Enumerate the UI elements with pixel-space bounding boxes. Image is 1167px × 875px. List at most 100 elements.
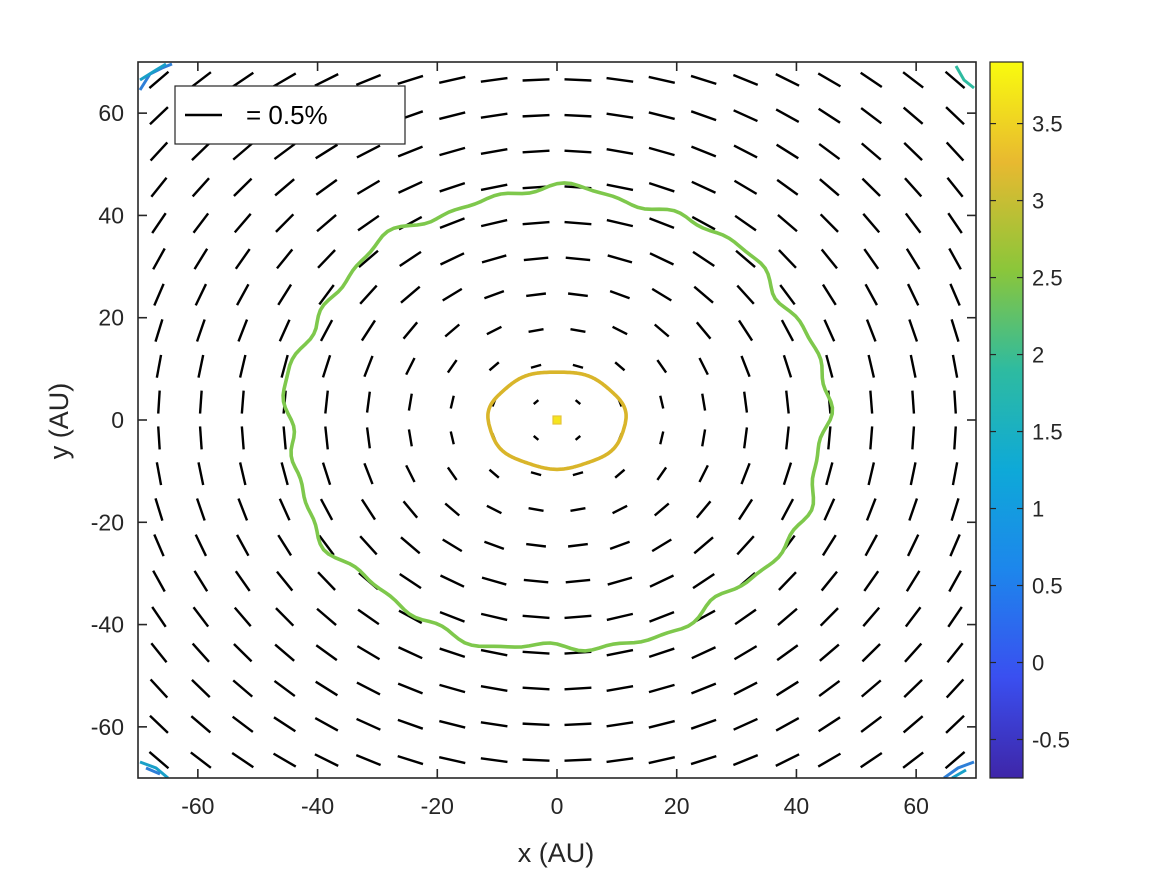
polarization-vector <box>282 426 287 450</box>
polarization-vector <box>439 252 465 266</box>
polarization-vector <box>606 112 634 119</box>
polarization-vector <box>314 753 339 767</box>
contour-level-3 <box>486 370 628 472</box>
corner-contour <box>954 65 975 90</box>
polarization-vector <box>154 319 164 342</box>
polarization-vector <box>698 464 709 483</box>
polarization-vector <box>324 426 329 450</box>
polarization-vector <box>906 534 920 557</box>
polarization-vector <box>157 390 161 414</box>
polarization-vector <box>653 502 670 517</box>
polarization-vector <box>446 359 458 374</box>
polarization-vector <box>648 182 675 193</box>
polarization-vector <box>648 719 675 729</box>
polarization-vector <box>321 354 332 378</box>
polarization-vector <box>690 110 717 122</box>
polarization-vector <box>944 751 966 770</box>
polarization-vector <box>486 504 502 515</box>
polarization-vector <box>690 74 717 86</box>
polarization-vector <box>154 498 164 521</box>
polarization-vector <box>198 390 203 414</box>
polarization-vector <box>659 431 665 445</box>
polarization-vector <box>193 248 209 270</box>
polarization-vector <box>572 471 584 477</box>
polarization-vector <box>738 498 754 521</box>
polarization-vector <box>237 319 249 342</box>
polarization-vector <box>864 283 878 306</box>
x-tick-label: 60 <box>903 793 929 819</box>
polarization-vector <box>273 679 296 698</box>
polarization-vector <box>356 681 381 696</box>
polarization-vector <box>909 462 917 486</box>
polarization-vector <box>532 399 540 405</box>
polarization-vector <box>526 542 547 548</box>
polarization-vector <box>777 214 798 233</box>
polarization-vector <box>522 650 550 655</box>
polarization-vector <box>949 283 961 306</box>
polarization-vector <box>775 716 800 732</box>
polarization-vector <box>195 498 206 521</box>
polarization-vector <box>909 354 917 378</box>
x-tick-label: 0 <box>551 793 564 819</box>
polarization-vector <box>606 685 634 692</box>
polarization-vector <box>609 290 630 300</box>
polarization-vector <box>481 254 507 264</box>
polarization-vector <box>733 645 758 661</box>
polarization-vector <box>231 751 254 769</box>
x-tick-label: 20 <box>664 793 690 819</box>
polarization-vector <box>359 535 378 556</box>
polarization-vector <box>864 534 878 557</box>
polarization-vector <box>397 145 423 158</box>
polarization-vector <box>149 678 169 699</box>
polarization-vector <box>656 359 668 374</box>
x-axis-label: x (AU) <box>518 838 595 868</box>
polarization-vector <box>775 143 799 160</box>
polarization-vector <box>151 212 167 234</box>
polarization-vector <box>780 319 795 342</box>
polarization-vector <box>869 390 874 414</box>
polarization-vector <box>944 70 966 89</box>
polarization-vector <box>314 73 339 87</box>
polarization-vector <box>862 606 881 627</box>
polarization-vector <box>820 248 838 270</box>
contour-lines <box>281 181 835 653</box>
polarization-vector <box>819 607 839 627</box>
polarization-vector <box>948 247 962 270</box>
colorbar-tick-label: 2 <box>1032 343 1044 368</box>
polarization-vector <box>564 758 592 762</box>
polarization-vector <box>191 679 211 698</box>
polarization-vector <box>863 248 880 270</box>
polarization-vector <box>276 570 294 592</box>
polarization-vector <box>399 250 422 267</box>
polarization-vector <box>905 570 921 592</box>
polarization-vector <box>522 78 550 82</box>
polarization-vector <box>359 284 378 305</box>
polarization-vector <box>190 751 212 769</box>
polarization-vector <box>315 143 339 160</box>
corner-contour <box>943 760 975 778</box>
polarization-vector <box>236 283 250 306</box>
polarization-vector <box>280 354 289 378</box>
polarization-vector <box>276 248 294 270</box>
polarization-vector <box>528 328 544 333</box>
polarization-vector <box>861 643 881 663</box>
polarization-vector <box>356 645 381 661</box>
polarization-vector <box>733 717 758 731</box>
polarization-vector <box>193 570 209 592</box>
polarization-vector <box>648 111 675 121</box>
polarization-vector <box>480 757 508 764</box>
polarization-vector <box>564 113 592 118</box>
y-tick-labels: -60 -40 -20 0 20 40 60 <box>91 100 124 740</box>
polarization-vector <box>607 254 633 264</box>
polarization-vector <box>232 142 254 161</box>
polarization-vector <box>522 686 550 691</box>
polarization-vector <box>149 106 169 126</box>
polarization-vector <box>400 285 421 304</box>
colorbar-tick-label: 3.5 <box>1032 112 1063 137</box>
polarization-vector <box>522 614 550 620</box>
polarization-vector <box>397 74 424 86</box>
colorbar-tick-label: 2.5 <box>1032 266 1063 291</box>
polarization-vector <box>316 607 337 626</box>
polarization-vector <box>150 642 168 663</box>
polarization-vector <box>192 212 210 234</box>
